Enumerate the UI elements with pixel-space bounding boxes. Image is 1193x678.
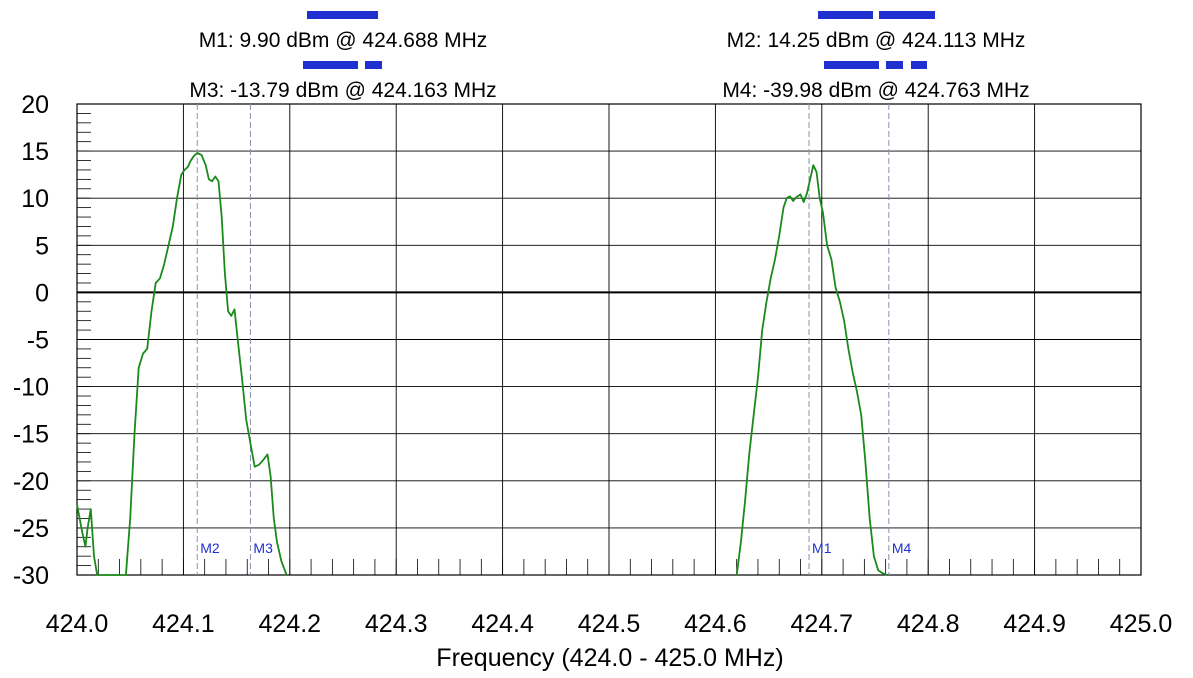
x-tick-label: 425.0 [1110, 610, 1173, 638]
x-tick-label: 424.4 [471, 610, 534, 638]
y-tick-label: -20 [13, 468, 49, 496]
marker-tag-m3: M3 [253, 540, 273, 556]
trace-segment [735, 164, 888, 576]
y-tick-label: 15 [21, 138, 49, 166]
x-tick-label: 424.6 [684, 610, 747, 638]
y-tick-label: -10 [13, 374, 49, 402]
trace-layer [76, 152, 888, 576]
marker-indicator-bar [879, 11, 935, 19]
x-tick-label: 424.0 [46, 610, 109, 638]
marker-indicator-bar [824, 61, 879, 69]
marker-readouts: M1: 9.90 dBm @ 424.688 MHz M2: 14.25 dBm … [189, 11, 1030, 102]
trace-segment [76, 152, 288, 576]
x-axis-title: Frequency (424.0 - 425.0 MHz) [436, 644, 783, 672]
x-tick-label: 424.8 [897, 610, 960, 638]
y-tick-labels: 20 15 10 5 0 -5 -10 -15 -20 -25 -30 [13, 91, 49, 590]
y-tick-label: -30 [13, 562, 49, 590]
y-tick-label: 10 [21, 185, 49, 213]
marker-tag-m1: M1 [812, 540, 832, 556]
y-tick-label: -25 [13, 515, 49, 543]
marker-indicator-bar [303, 61, 358, 69]
marker-indicator-bar [818, 11, 873, 19]
x-tick-label: 424.3 [365, 610, 428, 638]
marker-indicator-bar [365, 61, 382, 69]
grid [76, 103, 1142, 576]
marker-readout-m1: M1: 9.90 dBm @ 424.688 MHz [199, 29, 488, 52]
marker-tag-m2: M2 [200, 540, 220, 556]
marker-tag-m4: M4 [892, 540, 912, 556]
x-tick-labels: 424.0 424.1 424.2 424.3 424.4 424.5 424.6 424.7… [46, 610, 1173, 638]
x-tick-label: 424.1 [152, 610, 215, 638]
marker-indicator-bar [886, 61, 903, 69]
x-tick-label: 424.2 [259, 610, 322, 638]
marker-readout-m4: M4: -39.98 dBm @ 424.763 MHz [722, 79, 1029, 102]
x-tick-label: 424.7 [791, 610, 854, 638]
marker-indicator-bar [307, 11, 378, 19]
y-tick-label: -5 [27, 327, 49, 355]
y-tick-label: -15 [13, 421, 49, 449]
x-tick-label: 424.5 [578, 610, 641, 638]
marker-readout-m2: M2: 14.25 dBm @ 424.113 MHz [727, 29, 1026, 52]
marker-indicator-bar [911, 61, 927, 69]
x-tick-label: 424.9 [1003, 610, 1066, 638]
marker-lines: M1 M2 M3 M4 [196, 104, 912, 575]
y-tick-label: 0 [35, 279, 49, 307]
marker-readout-m3: M3: -13.79 dBm @ 424.163 MHz [189, 79, 496, 102]
y-tick-label: 20 [21, 91, 49, 119]
y-tick-label: 5 [35, 232, 49, 260]
minor-ticks [76, 103, 1142, 576]
